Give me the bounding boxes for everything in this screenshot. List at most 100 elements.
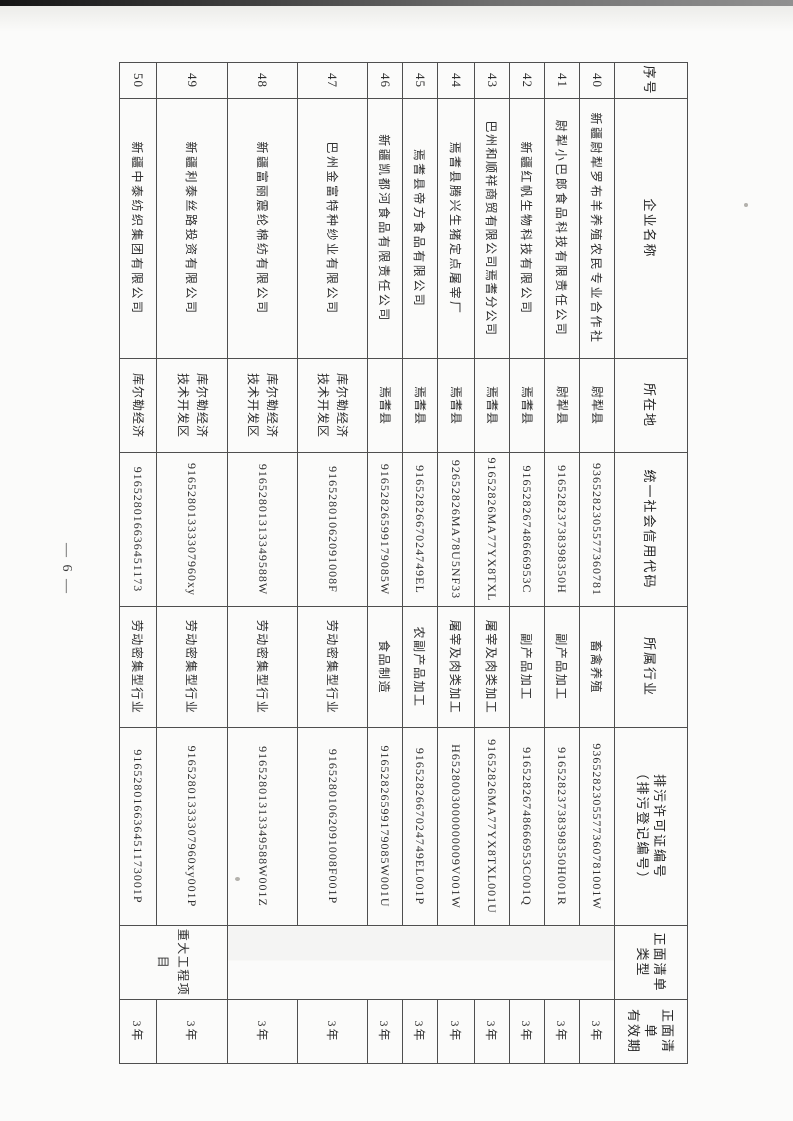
cell-permit-no: 9165282667024749EL001P	[402, 727, 438, 926]
cell-credit-code: 91652801333307960xy	[156, 452, 228, 607]
header-company: 企业名称	[614, 98, 688, 359]
cell-permit-no: 9365282305577360781001W	[579, 727, 615, 926]
cell-credit-code: 91652801062091008F	[297, 452, 368, 607]
cell-validity: 3年	[367, 999, 403, 1064]
table-row: 45 焉耆县帝方食品有限公司 焉耆县 9165282667024749EL 农副…	[402, 62, 438, 1064]
cell-permit-no: 91652801313349588W001Z	[227, 727, 298, 926]
table-row: 43 巴州和顺祥商贸有限公司焉耆分公司 焉耆县 91652826MA77YX8T…	[474, 62, 510, 1064]
cell-permit-no: 916528016636451173001P	[119, 727, 157, 926]
cell-permit-no: 91652826748666953C001Q	[509, 727, 545, 926]
cell-company: 巴州金富特种纱业有限公司	[297, 98, 368, 359]
cell-company: 尉犁小巴郎食品科技有限责任公司	[544, 98, 580, 359]
cell-industry: 副产品加工	[509, 606, 545, 728]
cell-no: 44	[437, 62, 475, 99]
table-row: 44 焉耆县腾兴生猪定点屠宰厂 焉耆县 92652826MA78U5NF33 屠…	[437, 62, 475, 1064]
header-no: 序号	[614, 62, 688, 99]
cell-validity: 3年	[437, 999, 475, 1064]
cell-credit-code: 91652826748666953C	[509, 452, 545, 607]
cell-credit-code: 91652826MA77YX8TXL	[474, 452, 510, 607]
cell-list-type-merged-empty	[227, 925, 615, 1000]
cell-company: 焉耆县帝方食品有限公司	[402, 98, 438, 359]
cell-credit-code: 92652826MA78U5NF33	[437, 452, 475, 607]
cell-company: 焉耆县腾兴生猪定点屠宰厂	[437, 98, 475, 359]
cell-industry: 畜禽养殖	[579, 606, 615, 728]
cell-permit-no: 91652826599179085W001U	[367, 727, 403, 926]
cell-location: 库尔勒经济技术开发区	[227, 358, 298, 453]
page-number: — 6 —	[59, 543, 74, 595]
cell-location: 焉耆县	[402, 358, 438, 453]
cell-location: 焉耆县	[437, 358, 475, 453]
table-row: 47 巴州金富特种纱业有限公司 库尔勒经济技术开发区 9165280106209…	[297, 62, 368, 1064]
header-permit-line2: （排污登记编号）	[635, 766, 650, 887]
header-permit-line1: 排污许可证编号	[652, 773, 667, 879]
cell-permit-no: 91652823738398350H001R	[544, 727, 580, 926]
cell-no: 42	[509, 62, 545, 99]
cell-permit-no: 91652826MA77YX8TXL001U	[474, 727, 510, 926]
cell-company: 新疆富丽震纶棉纺有限公司	[227, 98, 298, 359]
cell-company: 巴州和顺祥商贸有限公司焉耆分公司	[474, 98, 510, 359]
rotated-table-container: 序号 企业名称 所在地 统一社会信用代码 所属行业 排污许可证编号 （排污登记编…	[119, 62, 688, 1064]
cell-company: 新疆尉犁罗布羊养殖农民专业合作社	[579, 98, 615, 359]
cell-credit-code: 91652826599179085W	[367, 452, 403, 607]
scan-speck-artifact	[235, 877, 240, 881]
cell-location: 焉耆县	[474, 358, 510, 453]
cell-company: 新疆利泰丝路投资有限公司	[156, 98, 228, 359]
table-header-row: 序号 企业名称 所在地 统一社会信用代码 所属行业 排污许可证编号 （排污登记编…	[614, 62, 688, 1064]
cell-industry: 食品制造	[367, 606, 403, 728]
table-row: 42 新疆红帆生物科技有限公司 焉耆县 91652826748666953C 副…	[509, 62, 545, 1064]
header-industry: 所属行业	[614, 606, 688, 728]
cell-location: 库尔勒经济	[119, 358, 157, 453]
cell-location: 尉犁县	[544, 358, 580, 453]
table-row: 50 新疆中泰纺织集团有限公司 库尔勒经济 916528016636451173…	[119, 62, 157, 1064]
header-list-type-line2: 类型	[635, 947, 650, 978]
table-row: 48 新疆富丽震纶棉纺有限公司 库尔勒经济技术开发区 9165280131334…	[227, 62, 298, 1064]
header-permit-no: 排污许可证编号 （排污登记编号）	[614, 727, 688, 926]
cell-validity: 3年	[544, 999, 580, 1064]
table-row: 49 新疆利泰丝路投资有限公司 库尔勒经济技术开发区 9165280133330…	[119, 62, 228, 1064]
scan-speck-artifact	[744, 203, 748, 207]
cell-company: 新疆中泰纺织集团有限公司	[119, 98, 157, 359]
cell-no: 45	[402, 62, 438, 99]
cell-location: 焉耆县	[367, 358, 403, 453]
cell-industry: 劳动密集型行业	[297, 606, 368, 728]
cell-validity: 3年	[156, 999, 228, 1064]
scan-edge-artifact	[0, 0, 793, 6]
cell-validity: 3年	[227, 999, 298, 1064]
table-row: 41 尉犁小巴郎食品科技有限责任公司 尉犁县 91652823738398350…	[544, 62, 580, 1064]
cell-validity: 3年	[509, 999, 545, 1064]
cell-permit-no: 91652801333307960xy001P	[156, 727, 228, 926]
cell-no: 47	[297, 62, 368, 99]
cell-validity: 3年	[579, 999, 615, 1064]
cell-industry: 劳动密集型行业	[156, 606, 228, 728]
cell-industry: 副产品加工	[544, 606, 580, 728]
cell-list-type-merged: 重大工程项目	[119, 925, 228, 1000]
cell-industry: 农副产品加工	[402, 606, 438, 728]
cell-credit-code: 916528016636451173	[119, 452, 157, 607]
cell-validity: 3年	[297, 999, 368, 1064]
cell-validity: 3年	[474, 999, 510, 1064]
cell-location: 焉耆县	[509, 358, 545, 453]
cell-industry: 屠宰及肉类加工	[474, 606, 510, 728]
scan-shadow-fade	[0, 6, 793, 32]
header-list-type: 正面清单 类型	[614, 925, 688, 1000]
cell-credit-code: 9365282305577360781	[579, 452, 615, 607]
cell-location: 尉犁县	[579, 358, 615, 453]
cell-industry: 劳动密集型行业	[227, 606, 298, 728]
table-row: 40 新疆尉犁罗布羊养殖农民专业合作社 尉犁县 9365282305577360…	[227, 62, 615, 1064]
cell-credit-code: 91652801313349588W	[227, 452, 298, 607]
cell-no: 49	[156, 62, 228, 99]
table-row: 46 新疆凯都河食品有限责任公司 焉耆县 91652826599179085W …	[367, 62, 403, 1064]
cell-no: 46	[367, 62, 403, 99]
header-credit-code: 统一社会信用代码	[614, 452, 688, 607]
cell-industry: 劳动密集型行业	[119, 606, 157, 728]
header-validity: 正面清单 有效期	[614, 999, 688, 1064]
cell-location: 库尔勒经济技术开发区	[156, 358, 228, 453]
header-validity-line2: 有效期	[626, 1008, 642, 1054]
cell-no: 40	[579, 62, 615, 99]
header-location: 所在地	[614, 358, 688, 453]
cell-company: 新疆红帆生物科技有限公司	[509, 98, 545, 359]
cell-no: 50	[119, 62, 157, 99]
enterprise-positive-list-table: 序号 企业名称 所在地 统一社会信用代码 所属行业 排污许可证编号 （排污登记编…	[119, 62, 688, 1064]
header-validity-line1: 正面清单	[643, 1008, 676, 1054]
